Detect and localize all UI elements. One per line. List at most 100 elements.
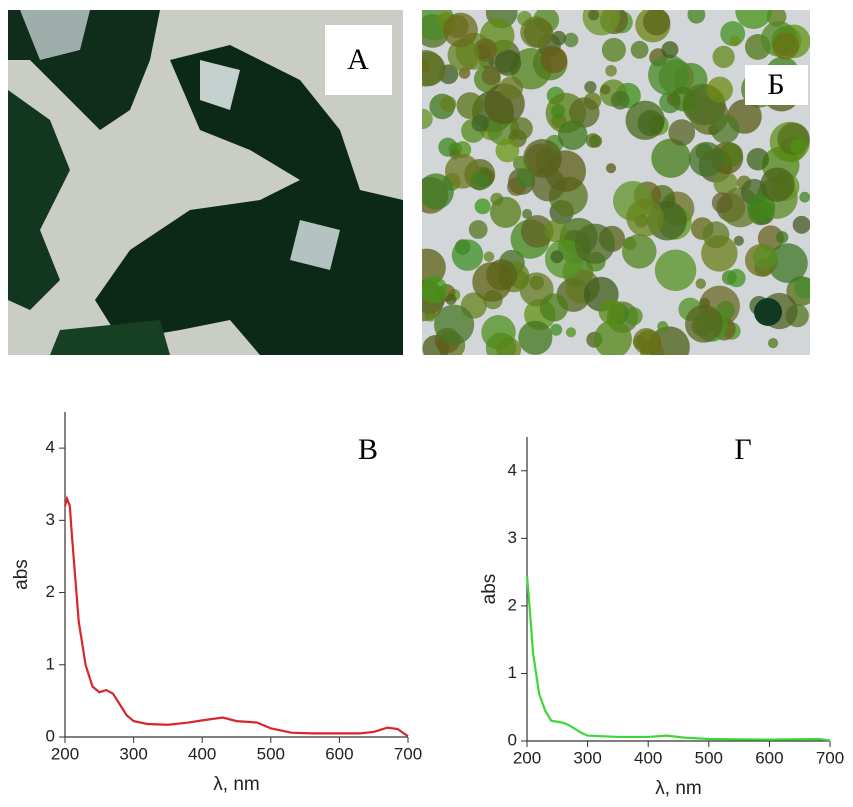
algae-cluster — [443, 12, 478, 48]
algae-cluster — [625, 100, 665, 140]
x-tick-label: 300 — [573, 748, 601, 767]
algae-cluster — [772, 32, 800, 60]
algae-cluster — [747, 193, 776, 222]
algae-cluster — [598, 298, 625, 325]
algae-cluster — [794, 277, 810, 299]
algae-cluster — [574, 223, 615, 264]
y-tick-label: 0 — [46, 726, 55, 745]
y-tick-label: 1 — [46, 654, 55, 673]
algae-cluster — [422, 248, 446, 287]
algae-cluster — [485, 332, 517, 355]
algae-cluster — [648, 54, 689, 96]
algae-cluster — [569, 97, 600, 128]
y-tick-label: 3 — [508, 528, 517, 547]
algae-cluster — [551, 104, 566, 119]
algae-cluster — [422, 108, 433, 129]
algae-cluster — [712, 45, 735, 69]
x-tick-label: 500 — [257, 744, 285, 763]
algae-cluster — [451, 239, 484, 271]
label-box — [745, 65, 808, 105]
algae-cluster — [642, 10, 671, 36]
algae-cluster — [557, 120, 588, 151]
algae-cluster — [668, 119, 696, 146]
y-tick-label: 2 — [508, 595, 517, 614]
algae-cluster — [610, 90, 630, 110]
y-tick-label: 4 — [46, 438, 55, 457]
algae-cluster — [767, 243, 808, 284]
panel-label: А — [347, 43, 369, 76]
algae-cluster — [490, 192, 504, 206]
algae-cluster — [447, 39, 480, 72]
y-tick-label: 3 — [46, 510, 55, 529]
algae-cluster — [760, 167, 795, 202]
y-tick-label: 4 — [508, 460, 517, 479]
algae-cluster — [544, 219, 568, 243]
panel-label: Б — [767, 68, 784, 101]
label-box — [325, 25, 392, 95]
dark-cluster — [754, 298, 782, 326]
x-tick-label: 300 — [119, 744, 147, 763]
x-tick-label: 400 — [634, 748, 662, 767]
x-axis-label: λ, nm — [655, 778, 701, 799]
algae-cluster — [494, 49, 522, 76]
x-tick-label: 700 — [816, 748, 844, 767]
algae-cluster — [716, 301, 735, 320]
algae-cluster — [767, 338, 779, 349]
algae-cluster — [472, 261, 513, 302]
algae-cluster — [799, 191, 810, 203]
algae-cluster — [735, 10, 772, 29]
x-axis-label: λ, nm — [213, 774, 259, 795]
algae-cluster — [729, 35, 741, 47]
algae-cluster — [474, 198, 491, 215]
algae-cluster — [510, 117, 533, 140]
algae-cluster — [718, 142, 743, 168]
algae-cluster — [702, 221, 730, 249]
algae-cluster — [468, 220, 488, 239]
algae-cluster — [605, 64, 617, 77]
algae-cluster — [495, 138, 520, 163]
x-tick-label: 400 — [188, 744, 216, 763]
algae-cluster — [706, 76, 733, 103]
algae-cluster — [470, 171, 489, 191]
algae-cluster — [654, 249, 697, 292]
algae-cluster — [775, 231, 789, 244]
x-tick-label: 700 — [394, 744, 422, 763]
algae-cluster — [687, 10, 706, 24]
algae-cluster — [792, 215, 810, 234]
algae-cluster — [626, 198, 665, 237]
panel-label: В — [358, 433, 378, 466]
algae-cluster — [433, 304, 475, 345]
x-tick-label: 200 — [513, 748, 541, 767]
algae-cluster — [661, 41, 679, 59]
y-tick-label: 0 — [508, 730, 517, 749]
algae-cluster — [622, 234, 657, 269]
algae-cluster — [733, 235, 744, 246]
algae-cluster — [746, 148, 770, 171]
algae-cluster — [456, 92, 484, 119]
algae-cluster — [651, 138, 691, 178]
algae-cluster — [588, 10, 600, 21]
algae-cluster — [471, 114, 489, 132]
photo-b — [422, 10, 810, 355]
y-tick-label: 2 — [46, 582, 55, 601]
algae-cluster — [540, 46, 568, 74]
algae-cluster — [601, 37, 626, 62]
algae-cluster — [445, 294, 457, 305]
algae-cluster — [539, 293, 569, 322]
algae-cluster — [523, 138, 562, 178]
algae-cluster — [624, 307, 643, 326]
algae-cluster — [605, 163, 617, 174]
algae-cluster — [515, 168, 535, 188]
algae-cluster — [499, 76, 524, 100]
algae-cluster — [544, 239, 585, 279]
algae-cluster — [550, 323, 563, 336]
algae-cluster — [422, 58, 431, 74]
algae-cluster — [481, 66, 501, 86]
panel-label: Г — [734, 433, 751, 466]
algae-cluster — [670, 86, 696, 112]
algae-cluster — [522, 208, 533, 219]
y-axis-label: abs — [479, 574, 500, 605]
algae-cluster — [520, 215, 554, 248]
algae-cluster — [585, 133, 601, 148]
